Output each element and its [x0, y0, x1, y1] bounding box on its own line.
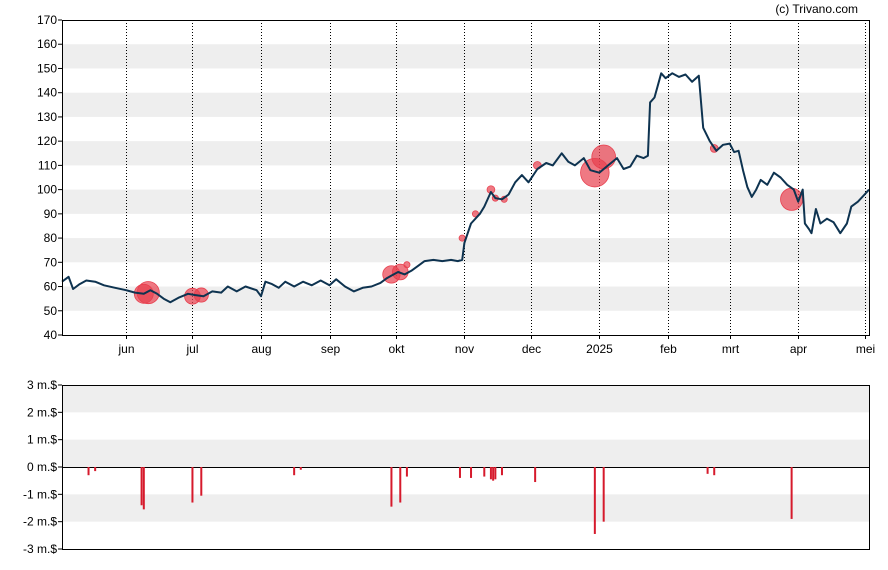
- volume-bar: [500, 467, 503, 476]
- volume-tick-label: 0 m.$: [27, 460, 57, 474]
- volume-plot-frame: [62, 385, 870, 550]
- price-band: [62, 286, 869, 311]
- price-band: [62, 44, 869, 69]
- y-tick-label: 110: [38, 158, 57, 172]
- y-tick-label: 160: [37, 37, 57, 51]
- volume-bar: [470, 467, 473, 478]
- volume-bar: [140, 467, 143, 506]
- price-y-axis: 40 50 60 70 80 90 100 110 120 130 140 150 160 170: [37, 13, 62, 342]
- y-tick-label: 120: [37, 134, 57, 148]
- volume-bar: [87, 467, 90, 476]
- volume-bar: [492, 467, 495, 481]
- y-tick-label: 40: [44, 328, 58, 342]
- price-series: [61, 72, 870, 304]
- volume-bar: [142, 467, 145, 510]
- price-markers: [133, 144, 804, 305]
- price-plot-frame: [62, 20, 870, 336]
- volume-bar: [593, 467, 596, 534]
- volume-bar: [94, 467, 97, 472]
- volume-bar: [405, 467, 408, 477]
- volume-band: [62, 494, 869, 522]
- volume-bar: [200, 467, 203, 496]
- y-tick-label: 140: [37, 86, 57, 100]
- y-tick-label: 90: [44, 207, 58, 221]
- price-grid-bands: [62, 44, 869, 311]
- y-tick-label: 170: [37, 13, 57, 27]
- x-tick-label: mrt: [722, 342, 740, 356]
- volume-tick-label: -2 m.$: [23, 515, 57, 529]
- volume-tick-label: -1 m.$: [23, 487, 57, 501]
- y-tick-label: 150: [37, 61, 57, 75]
- volume-grid-bands: [62, 385, 869, 522]
- volume-bar: [191, 467, 194, 503]
- volume-tick-label: 3 m.$: [27, 378, 57, 392]
- x-tick-label: sep: [321, 342, 341, 356]
- volume-bar: [483, 467, 486, 477]
- x-tick-label: dec: [522, 342, 541, 356]
- x-tick-label: jun: [117, 342, 134, 356]
- x-tick-label: mei: [856, 342, 875, 356]
- volume-tick-label: -3 m.$: [23, 542, 57, 556]
- volume-bar: [390, 467, 393, 507]
- y-tick-label: 80: [44, 231, 58, 245]
- price-line: [61, 72, 870, 304]
- x-tick-label: okt: [388, 342, 405, 356]
- volume-bar: [534, 467, 537, 483]
- volume-y-axis: 3 m.$ 2 m.$ 1 m.$ 0 m.$ -1 m.$ -2 m.$ -3 m.$: [23, 378, 62, 556]
- y-tick-label: 70: [44, 255, 58, 269]
- price-band: [62, 189, 869, 214]
- trade-marker: [591, 144, 616, 170]
- y-tick-label: 60: [44, 280, 58, 294]
- x-tick-label: apr: [790, 342, 807, 356]
- y-tick-label: 130: [37, 110, 57, 124]
- volume-bar: [713, 467, 716, 476]
- trade-marker: [403, 261, 411, 269]
- copyright-text: (c) Trivano.com: [775, 2, 858, 16]
- volume-band: [62, 385, 869, 413]
- volume-bar: [458, 467, 461, 478]
- volume-bar: [494, 467, 497, 480]
- volume-bar: [602, 467, 605, 522]
- volume-tick-label: 2 m.$: [27, 405, 57, 419]
- volume-bar: [293, 467, 296, 476]
- volume-bar: [489, 467, 492, 480]
- price-x-axis: jun jul aug sep okt nov dec 2025 feb mrt apr mei: [117, 335, 875, 356]
- x-tick-label: 2025: [586, 342, 613, 356]
- volume-tick-label: 1 m.$: [27, 433, 57, 447]
- price-band: [62, 141, 869, 166]
- y-tick-label: 100: [37, 183, 57, 197]
- volume-bar: [299, 467, 302, 470]
- price-band: [62, 92, 869, 117]
- volume-bar: [706, 467, 709, 474]
- y-tick-label: 50: [44, 304, 58, 318]
- x-tick-label: jul: [185, 342, 198, 356]
- x-tick-label: feb: [660, 342, 677, 356]
- volume-bars: [87, 467, 793, 534]
- x-tick-label: nov: [455, 342, 474, 356]
- volume-bar: [399, 467, 402, 503]
- volume-band: [62, 439, 869, 467]
- volume-bar: [790, 467, 793, 519]
- x-tick-label: aug: [251, 342, 271, 356]
